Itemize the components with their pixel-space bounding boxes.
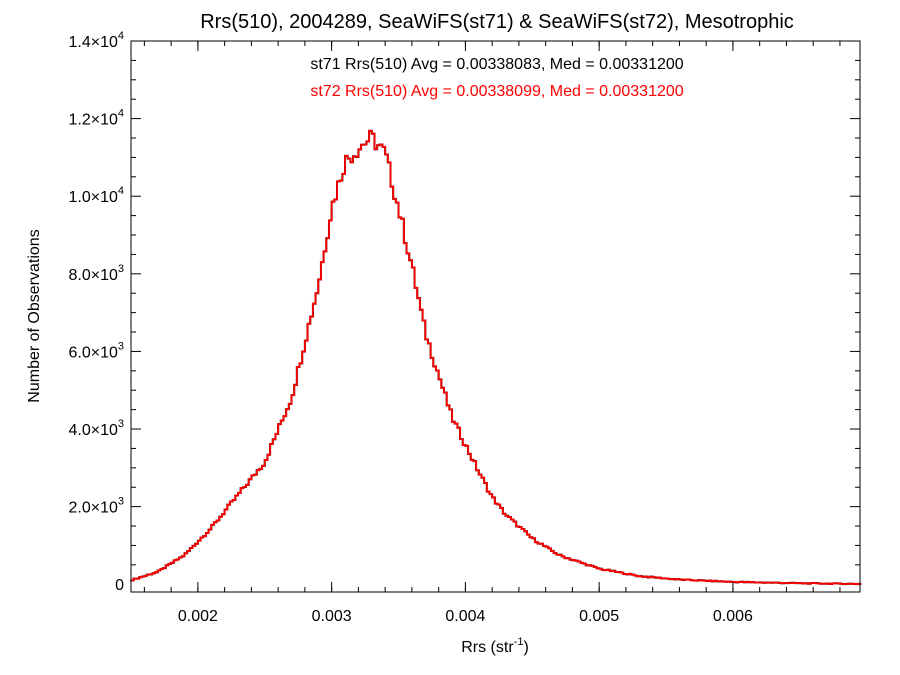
x-axis-label: Rrs (str-1) (461, 636, 529, 656)
y-tick-exponent: 3 (118, 263, 124, 275)
series-layer (130, 129, 862, 586)
y-tick-label: 1.2×104 (68, 108, 124, 129)
y-tick-label: 1.4×104 (68, 30, 124, 51)
y-tick-exponent: 3 (118, 496, 124, 508)
y-tick-mantissa: 2.0×10 (68, 500, 117, 517)
ticks-layer: 0.002 0.003 0.004 0.005 0.00602.0×1034.0×103… (68, 30, 860, 625)
x-tick-label: 0.004 (445, 608, 485, 625)
x-tick-label: 0.002 (178, 608, 218, 625)
y-tick-exponent: 4 (118, 185, 124, 197)
y-tick-label: 0 (115, 577, 124, 594)
x-tick-label: 0.006 (713, 608, 753, 625)
y-tick-exponent: 4 (118, 30, 124, 42)
y-tick-mantissa: 1.2×10 (68, 112, 117, 129)
y-tick-label: 6.0×103 (68, 340, 124, 361)
y-axis-label: Number of Observations (26, 229, 43, 402)
y-tick-label: 2.0×103 (68, 496, 124, 517)
y-tick-mantissa: 0 (115, 577, 124, 594)
annotation-st72: st72 Rrs(510) Avg = 0.00338099, Med = 0.… (310, 83, 683, 100)
y-tick-mantissa: 1.0×10 (68, 189, 117, 206)
series-st72-histogram (130, 129, 862, 586)
y-tick-label: 4.0×103 (68, 418, 124, 439)
x-tick-label: 0.003 (312, 608, 352, 625)
y-tick-mantissa: 6.0×10 (68, 344, 117, 361)
y-tick-exponent: 3 (118, 340, 124, 352)
annotation-st71: st71 Rrs(510) Avg = 0.00338083, Med = 0.… (310, 56, 683, 73)
y-tick-label: 1.0×104 (68, 185, 124, 206)
y-tick-mantissa: 4.0×10 (68, 422, 117, 439)
y-tick-mantissa: 8.0×10 (68, 267, 117, 284)
y-tick-exponent: 4 (118, 108, 124, 120)
chart-title: Rrs(510), 2004289, SeaWiFS(st71) & SeaWi… (200, 11, 794, 33)
plot-frame (130, 40, 861, 593)
x-tick-label: 0.005 (579, 608, 619, 625)
y-tick-mantissa: 1.4×10 (68, 34, 117, 51)
y-tick-exponent: 3 (118, 418, 124, 430)
y-tick-label: 8.0×103 (68, 263, 124, 284)
series-st71-histogram (130, 129, 862, 586)
